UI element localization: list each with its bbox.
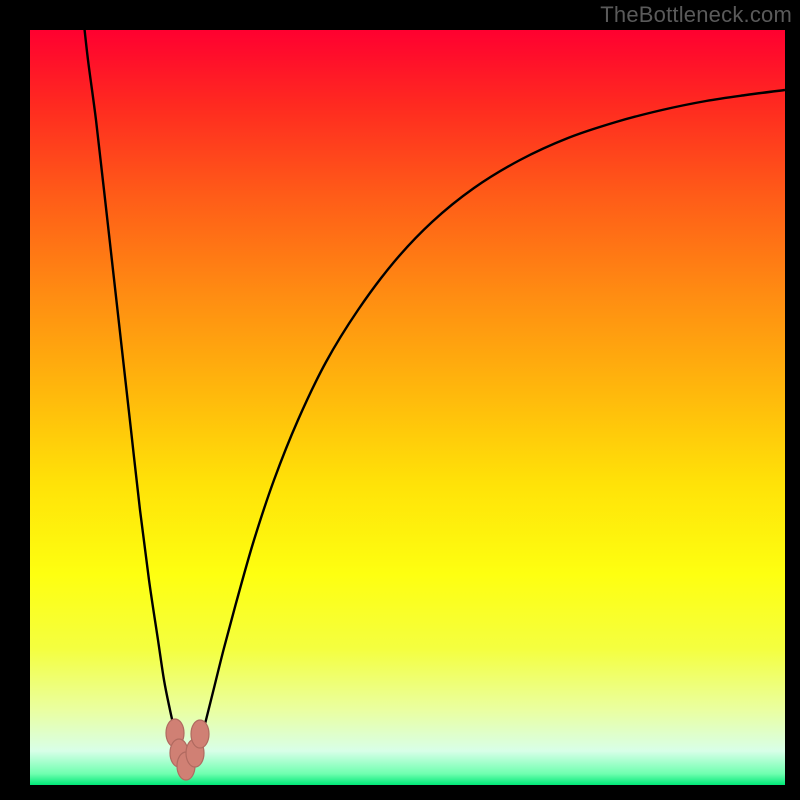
- watermark-text: TheBottleneck.com: [600, 2, 792, 28]
- bottom-marker: [191, 720, 209, 748]
- plot-area: [30, 15, 785, 785]
- gradient-background: [30, 30, 785, 785]
- chart-container: { "watermark": { "text": "TheBottleneck.…: [0, 0, 800, 800]
- bottleneck-chart-svg: [0, 0, 800, 800]
